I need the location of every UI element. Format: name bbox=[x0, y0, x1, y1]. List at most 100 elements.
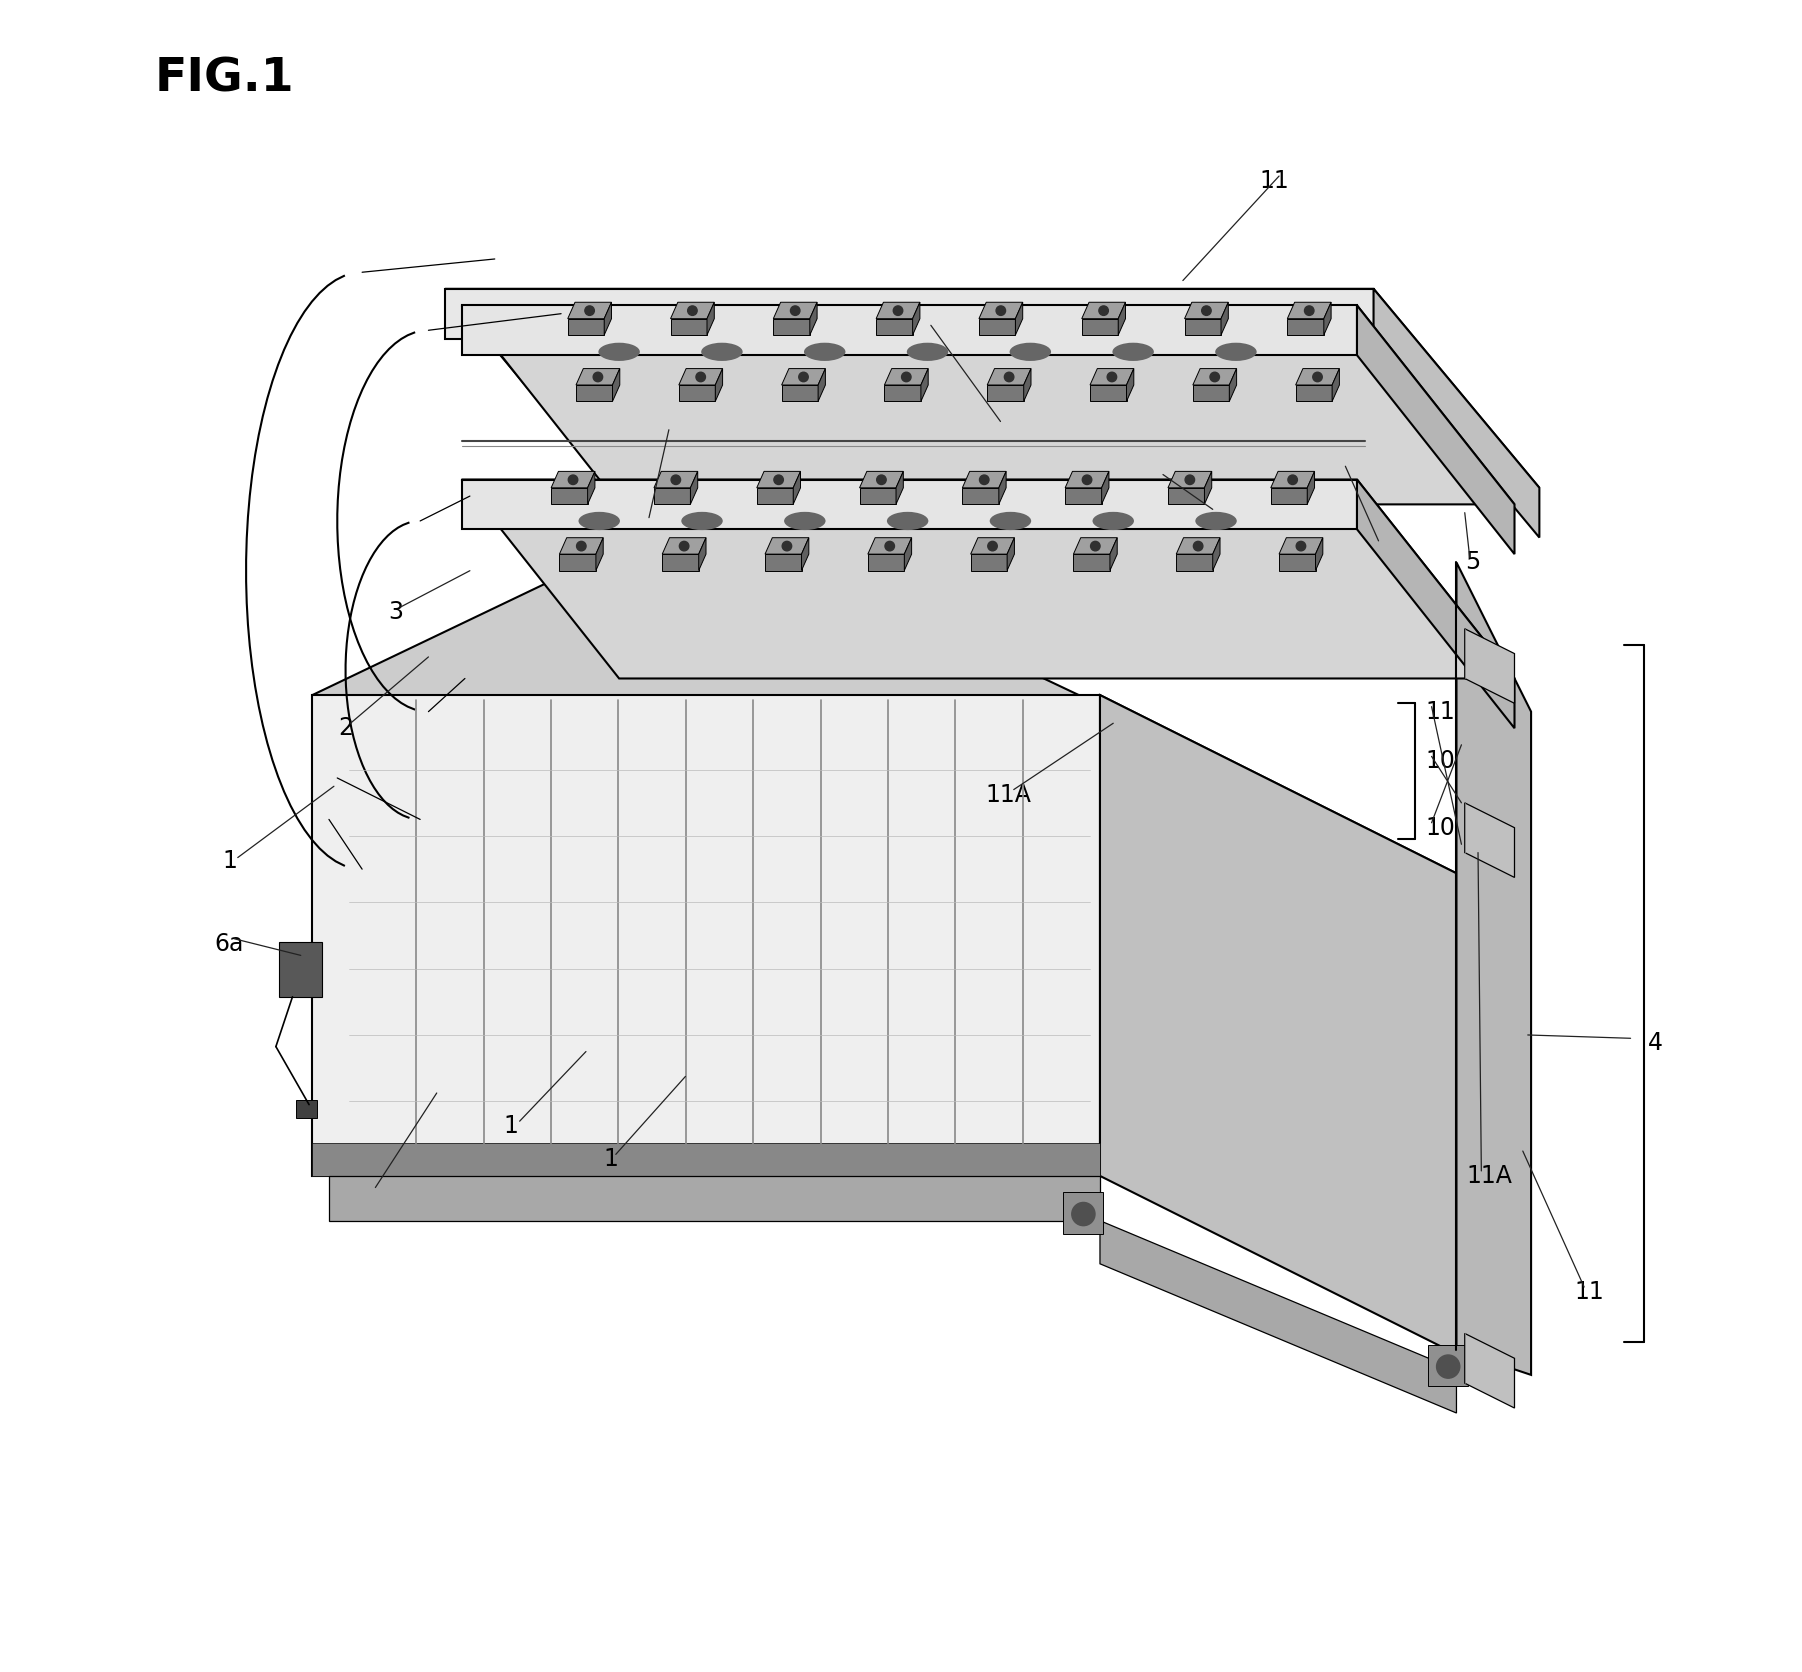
Polygon shape bbox=[1315, 538, 1323, 570]
Polygon shape bbox=[679, 368, 723, 385]
Text: 2: 2 bbox=[339, 716, 353, 741]
Polygon shape bbox=[690, 472, 697, 505]
Polygon shape bbox=[971, 538, 1015, 553]
Text: 6a: 6a bbox=[214, 931, 243, 956]
Polygon shape bbox=[885, 385, 921, 401]
Polygon shape bbox=[661, 538, 706, 553]
Polygon shape bbox=[596, 538, 604, 570]
Polygon shape bbox=[1465, 1334, 1514, 1408]
Text: 1: 1 bbox=[604, 1147, 618, 1172]
Circle shape bbox=[885, 542, 894, 550]
Polygon shape bbox=[1465, 803, 1514, 878]
Polygon shape bbox=[1456, 562, 1532, 1374]
Polygon shape bbox=[1081, 319, 1119, 334]
Circle shape bbox=[696, 373, 705, 381]
Circle shape bbox=[679, 542, 688, 550]
Circle shape bbox=[1436, 1354, 1460, 1378]
Text: 10: 10 bbox=[1425, 749, 1454, 774]
Polygon shape bbox=[461, 306, 1514, 505]
Ellipse shape bbox=[598, 343, 640, 361]
Polygon shape bbox=[1168, 488, 1204, 505]
Text: 6: 6 bbox=[362, 1180, 378, 1204]
Polygon shape bbox=[1193, 385, 1229, 401]
Polygon shape bbox=[1099, 696, 1481, 1366]
Polygon shape bbox=[1063, 1192, 1103, 1234]
Circle shape bbox=[1193, 542, 1204, 550]
Polygon shape bbox=[1110, 538, 1117, 570]
Polygon shape bbox=[1213, 538, 1220, 570]
Polygon shape bbox=[1324, 303, 1332, 334]
Polygon shape bbox=[818, 368, 825, 401]
Ellipse shape bbox=[578, 512, 620, 530]
Circle shape bbox=[670, 475, 681, 485]
Polygon shape bbox=[1081, 303, 1126, 319]
Polygon shape bbox=[905, 538, 912, 570]
Polygon shape bbox=[1177, 538, 1220, 553]
Polygon shape bbox=[921, 368, 928, 401]
Circle shape bbox=[1099, 306, 1108, 316]
Polygon shape bbox=[1373, 289, 1539, 537]
Polygon shape bbox=[1287, 303, 1332, 319]
Text: 1: 1 bbox=[505, 1114, 519, 1139]
Polygon shape bbox=[1177, 553, 1213, 570]
Polygon shape bbox=[296, 1100, 317, 1119]
Polygon shape bbox=[793, 472, 800, 505]
Ellipse shape bbox=[1112, 343, 1153, 361]
Polygon shape bbox=[654, 472, 697, 488]
Polygon shape bbox=[757, 488, 793, 505]
Polygon shape bbox=[869, 553, 905, 570]
Polygon shape bbox=[670, 319, 706, 334]
Polygon shape bbox=[1126, 368, 1133, 401]
Polygon shape bbox=[1090, 368, 1133, 385]
Circle shape bbox=[894, 306, 903, 316]
Polygon shape bbox=[1270, 472, 1314, 488]
Polygon shape bbox=[757, 472, 800, 488]
Circle shape bbox=[688, 306, 697, 316]
Text: 4: 4 bbox=[1649, 1032, 1663, 1055]
Polygon shape bbox=[670, 303, 714, 319]
Text: 1A: 1A bbox=[1366, 533, 1397, 558]
Ellipse shape bbox=[1009, 343, 1051, 361]
Polygon shape bbox=[802, 538, 809, 570]
Polygon shape bbox=[312, 696, 1099, 1175]
Polygon shape bbox=[1229, 368, 1236, 401]
Polygon shape bbox=[876, 303, 919, 319]
Polygon shape bbox=[987, 368, 1031, 385]
Polygon shape bbox=[869, 538, 912, 553]
Polygon shape bbox=[699, 538, 706, 570]
Polygon shape bbox=[679, 385, 715, 401]
Ellipse shape bbox=[681, 512, 723, 530]
Polygon shape bbox=[461, 480, 1514, 679]
Text: 2: 2 bbox=[636, 508, 652, 533]
Polygon shape bbox=[998, 472, 1006, 505]
Circle shape bbox=[782, 542, 791, 550]
Text: 11: 11 bbox=[1575, 1281, 1604, 1304]
Polygon shape bbox=[1065, 472, 1108, 488]
Polygon shape bbox=[1270, 488, 1306, 505]
Circle shape bbox=[1305, 306, 1314, 316]
Polygon shape bbox=[1024, 368, 1031, 401]
Circle shape bbox=[987, 542, 997, 550]
Polygon shape bbox=[1193, 368, 1236, 385]
Polygon shape bbox=[1099, 1221, 1456, 1413]
Text: 11A: 11A bbox=[1467, 1164, 1512, 1187]
Text: 1: 1 bbox=[222, 849, 236, 873]
Polygon shape bbox=[330, 1175, 1099, 1221]
Polygon shape bbox=[654, 488, 690, 505]
Polygon shape bbox=[1184, 303, 1229, 319]
Ellipse shape bbox=[804, 343, 845, 361]
Polygon shape bbox=[1287, 319, 1324, 334]
Ellipse shape bbox=[701, 343, 742, 361]
Polygon shape bbox=[1357, 306, 1514, 553]
Polygon shape bbox=[1222, 303, 1229, 334]
Polygon shape bbox=[1279, 538, 1323, 553]
Ellipse shape bbox=[1215, 343, 1256, 361]
Text: 11A: 11A bbox=[986, 782, 1033, 806]
Polygon shape bbox=[445, 289, 1373, 338]
Circle shape bbox=[997, 306, 1006, 316]
Polygon shape bbox=[312, 1142, 1099, 1175]
Polygon shape bbox=[1332, 368, 1339, 401]
Polygon shape bbox=[1279, 553, 1315, 570]
Text: 11: 11 bbox=[1425, 699, 1454, 724]
Polygon shape bbox=[782, 385, 818, 401]
